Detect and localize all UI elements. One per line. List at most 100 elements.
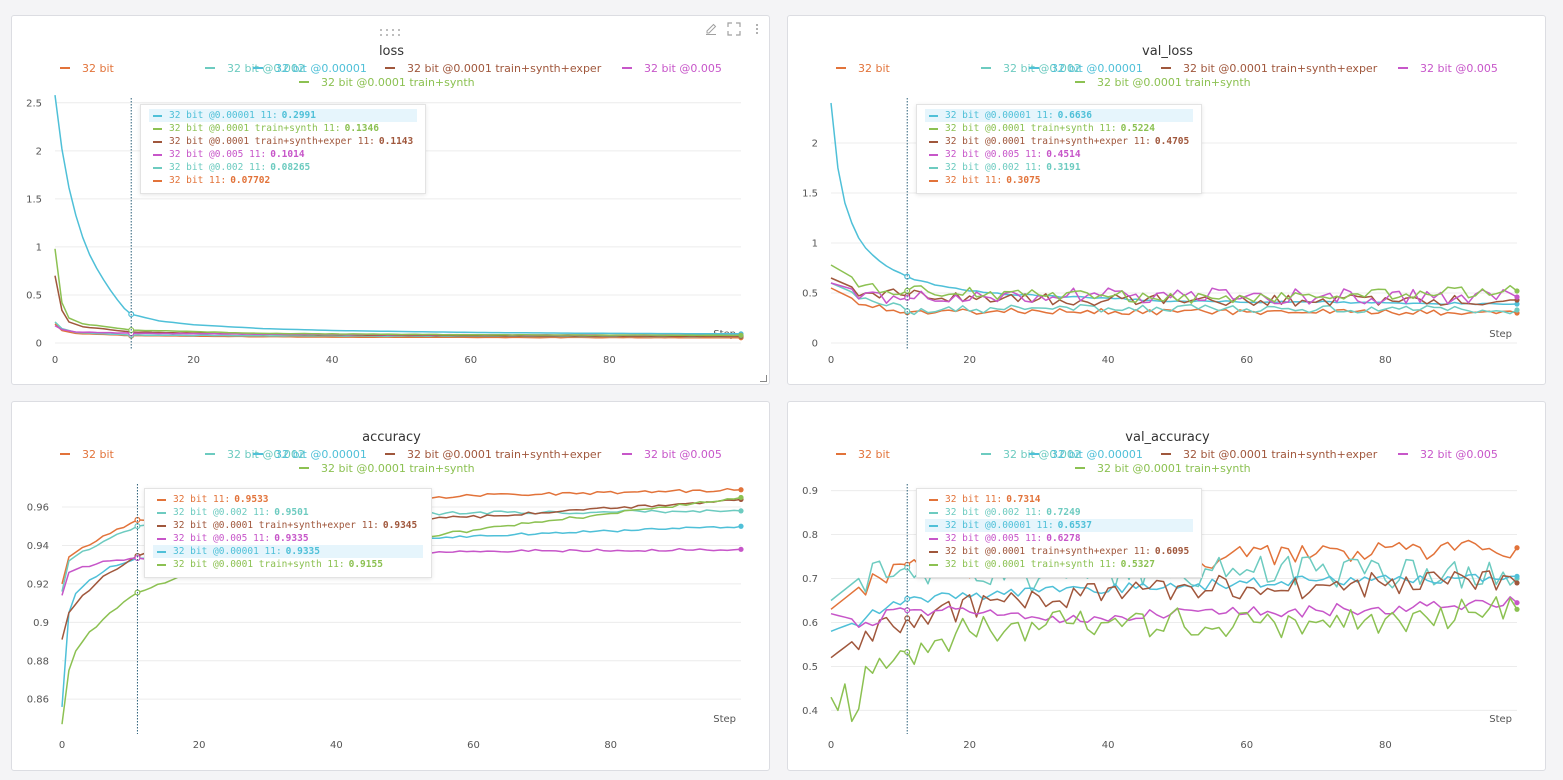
tooltip-row: 32 bit @0.002 11: 0.08265 (149, 161, 417, 174)
legend-item-32-bit-0-002[interactable]: 32 bit @0.002 (205, 448, 305, 461)
legend-item-32-bit-0-00001[interactable]: 32 bit @0.00001 (1029, 448, 1143, 461)
tooltip-row: 32 bit 11: 0.07702 (149, 174, 417, 187)
series-line-32-bit-0-0001-train-synth-exper[interactable] (830, 570, 1518, 659)
legend-item-32-bit[interactable]: 32 bit (836, 448, 891, 461)
tooltip-row: 32 bit 11: 0.3075 (925, 174, 1193, 187)
tooltip-value: 0.6278 (1046, 533, 1081, 544)
series-line-32-bit-0-00001[interactable] (830, 573, 1518, 632)
tooltip-swatch (153, 179, 162, 182)
tooltip-value: 0.1143 (378, 136, 414, 147)
legend-item-32-bit-0-002[interactable]: 32 bit @0.002 (981, 62, 1081, 75)
tooltip-swatch (929, 511, 938, 514)
y-tick-label: 0.88 (27, 656, 49, 667)
legend-item-32-bit[interactable]: 32 bit (60, 62, 115, 75)
legend-item-32-bit-0-00001[interactable]: 32 bit @0.00001 (253, 448, 367, 461)
series-end-marker (738, 332, 744, 338)
tooltip-swatch (153, 153, 162, 156)
x-tick-label: 80 (603, 355, 616, 366)
legend-label: 32 bit @0.00001 (275, 448, 367, 461)
legend-item-32-bit-0-005[interactable]: 32 bit @0.005 (1398, 448, 1498, 461)
series-line-32-bit-0-00001[interactable] (54, 95, 742, 335)
series-line-32-bit-0-0001-train-synth[interactable] (830, 596, 1518, 723)
tooltip-label: 32 bit @0.0001 train+synth+exper 11: (169, 136, 375, 147)
resize-handle-icon[interactable] (760, 375, 767, 382)
tooltip-swatch (157, 537, 166, 540)
series-end-marker (1514, 545, 1520, 551)
y-tick-label: 2.5 (26, 98, 42, 109)
hover-point-marker (904, 615, 911, 622)
legend-item-32-bit-0-00001[interactable]: 32 bit @0.00001 (253, 62, 367, 75)
y-tick-label: 2 (812, 139, 818, 150)
y-tick-label: 0.96 (27, 503, 49, 514)
tooltip-row: 32 bit 11: 0.9533 (153, 493, 423, 506)
tooltip-row: 32 bit @0.005 11: 0.9335 (153, 532, 423, 545)
tooltip-value: 0.1346 (344, 123, 379, 134)
y-tick-label: 0.86 (27, 695, 49, 706)
tooltip-value: 0.9501 (274, 507, 309, 518)
legend-item-32-bit[interactable]: 32 bit (836, 62, 891, 75)
drag-handle-icon[interactable] (380, 28, 404, 38)
hover-tooltip: 32 bit @0.00001 11: 0.2991 32 bit @0.0001 … (140, 104, 426, 194)
tooltip-row: 32 bit @0.0001 train+synth 11: 0.5224 (925, 122, 1193, 135)
tooltip-value: 0.5327 (1120, 559, 1155, 570)
legend-item-32-bit-0-005[interactable]: 32 bit @0.005 (1398, 62, 1498, 75)
legend-label: 32 bit @0.0001 train+synth (1097, 462, 1251, 475)
tooltip-value: 0.07702 (230, 175, 271, 186)
series-line-32-bit-0-0001-train-synth[interactable] (54, 248, 742, 337)
tooltip-swatch (929, 537, 938, 540)
tooltip-swatch (929, 498, 938, 501)
series-end-marker (1514, 580, 1520, 586)
series-line-32-bit-0-0001-train-synth[interactable] (830, 264, 1518, 304)
legend-item-32-bit[interactable]: 32 bit (60, 448, 115, 461)
legend-item-32-bit-0-0001-train-synth[interactable]: 32 bit @0.0001 train+synth (1075, 462, 1251, 475)
series-line-32-bit-0-005[interactable] (830, 282, 1518, 305)
tooltip-value: 0.9335 (274, 533, 309, 544)
legend-item-32-bit-0-00001[interactable]: 32 bit @0.00001 (1029, 62, 1143, 75)
legend-label: 32 bit @0.005 (644, 62, 722, 75)
tooltip-label: 32 bit 11: (945, 175, 1003, 186)
legend-item-32-bit-0-0001-train-synth-exper[interactable]: 32 bit @0.0001 train+synth+exper (1161, 448, 1378, 461)
x-tick-label: 20 (187, 355, 200, 366)
series-line-32-bit-0-002[interactable] (830, 282, 1518, 316)
series-end-marker (738, 487, 744, 493)
tooltip-label: 32 bit @0.002 11: (945, 162, 1043, 173)
tooltip-label: 32 bit @0.0001 train+synth+exper 11: (945, 136, 1151, 147)
tooltip-label: 32 bit @0.002 11: (169, 162, 267, 173)
legend-item-32-bit-0-0001-train-synth-exper[interactable]: 32 bit @0.0001 train+synth+exper (385, 62, 602, 75)
legend-item-32-bit-0-0001-train-synth[interactable]: 32 bit @0.0001 train+synth (1075, 76, 1251, 89)
chart-panel-val-accuracy[interactable]: val_accuracy 32 bit 32 bit @0.002 32 bit @0… (787, 401, 1546, 771)
legend-item-32-bit-0-0001-train-synth[interactable]: 32 bit @0.0001 train+synth (299, 462, 475, 475)
tooltip-value: 0.7249 (1046, 507, 1081, 518)
legend-item-32-bit-0-0001-train-synth-exper[interactable]: 32 bit @0.0001 train+synth+exper (385, 448, 602, 461)
series-end-marker (738, 494, 744, 501)
series-line-32-bit-0-0001-train-synth-exper[interactable] (54, 275, 742, 338)
tooltip-swatch (929, 550, 938, 553)
chart-panel-val-loss[interactable]: val_loss 32 bit 32 bit @0.002 32 bit @0.000… (787, 15, 1546, 385)
y-tick-label: 0.9 (802, 486, 818, 497)
legend-item-32-bit-0-0001-train-synth[interactable]: 32 bit @0.0001 train+synth (299, 76, 475, 89)
series-line-32-bit[interactable] (830, 287, 1518, 316)
chart-panel-loss[interactable]: loss 32 bit 32 bit @0.002 32 bit @0.00001 32… (11, 15, 770, 385)
series-end-marker (1514, 573, 1520, 579)
y-tick-label: 1.5 (26, 194, 42, 205)
top-bar-edge (0, 0, 1563, 12)
series-line-32-bit-0-00001[interactable] (830, 102, 1518, 306)
tooltip-value: 0.7314 (1006, 494, 1041, 505)
series-end-marker (738, 523, 744, 529)
tooltip-label: 32 bit @0.0001 train+synth 11: (169, 123, 341, 134)
tooltip-label: 32 bit @0.005 11: (169, 149, 267, 160)
legend-item-32-bit-0-0001-train-synth-exper[interactable]: 32 bit @0.0001 train+synth+exper (1161, 62, 1378, 75)
legend-item-32-bit-0-005[interactable]: 32 bit @0.005 (622, 448, 722, 461)
legend-item-32-bit-0-002[interactable]: 32 bit @0.002 (205, 62, 305, 75)
legend-item-32-bit-0-005[interactable]: 32 bit @0.005 (622, 62, 722, 75)
chart-panel-accuracy[interactable]: accuracy 32 bit 32 bit @0.002 32 bit @0.000… (11, 401, 770, 771)
tooltip-value: 0.4705 (1154, 136, 1190, 147)
chart-title: val_accuracy (1125, 430, 1210, 445)
y-tick-label: 0.92 (27, 579, 49, 590)
hover-tooltip: 32 bit 11: 0.7314 32 bit @0.002 11: 0.7249 3… (916, 488, 1202, 578)
legend-item-32-bit-0-002[interactable]: 32 bit @0.002 (981, 448, 1081, 461)
